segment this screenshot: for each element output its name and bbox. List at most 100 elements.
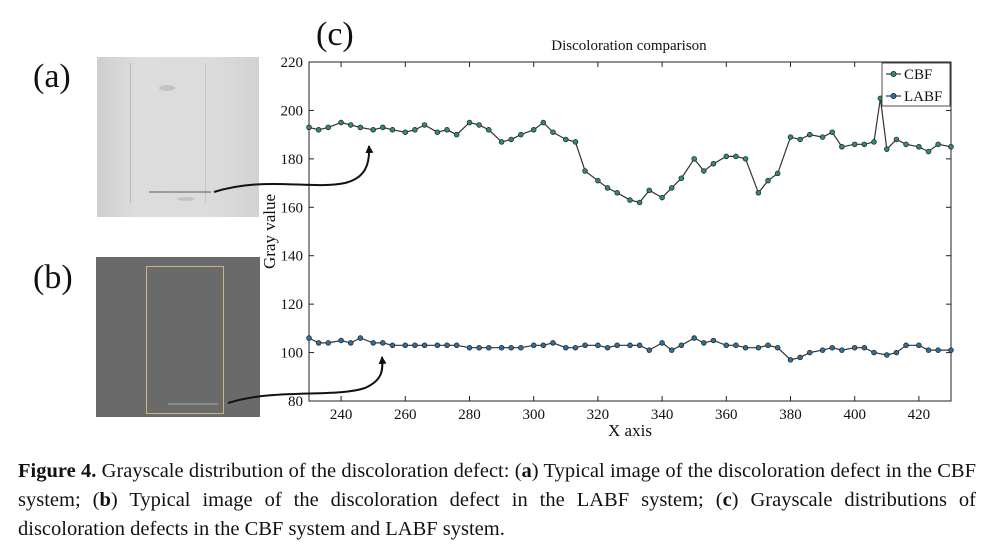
y-tick-label: 100 bbox=[281, 346, 304, 362]
legend-marker-cbf bbox=[890, 71, 897, 77]
data-point-labf bbox=[659, 340, 665, 346]
data-point-labf bbox=[646, 347, 653, 353]
data-point-labf bbox=[508, 344, 514, 351]
photo-frame-outline bbox=[146, 266, 224, 414]
data-point-labf bbox=[701, 340, 707, 346]
data-point-labf bbox=[614, 342, 620, 349]
data-point-labf bbox=[518, 344, 524, 351]
data-point-cbf bbox=[572, 139, 579, 145]
photo-smudge bbox=[177, 197, 195, 201]
y-tick-label: 220 bbox=[281, 55, 304, 71]
x-tick-label: 380 bbox=[779, 407, 802, 423]
data-point-cbf bbox=[540, 119, 547, 126]
y-tick-label: 120 bbox=[281, 297, 304, 313]
data-point-cbf bbox=[380, 124, 386, 131]
data-point-cbf bbox=[742, 156, 749, 162]
caption-text: ) Typical image of the discoloration def… bbox=[18, 460, 976, 511]
data-point-cbf bbox=[636, 199, 643, 206]
data-point-cbf bbox=[829, 129, 835, 135]
photo-smudge bbox=[159, 85, 175, 91]
photo-edge-line bbox=[130, 63, 131, 203]
x-axis-label: X axis bbox=[608, 421, 652, 440]
data-point-labf bbox=[498, 344, 505, 351]
chart-title: Discoloration comparison bbox=[551, 38, 707, 54]
data-point-cbf bbox=[659, 194, 665, 201]
data-point-cbf bbox=[476, 122, 482, 128]
data-point-labf bbox=[925, 347, 932, 353]
data-point-labf bbox=[582, 342, 588, 349]
data-point-labf bbox=[453, 342, 460, 349]
data-point-cbf bbox=[604, 185, 611, 191]
x-tick-label: 300 bbox=[522, 407, 545, 423]
data-point-cbf bbox=[678, 175, 685, 181]
data-point-cbf bbox=[306, 124, 312, 131]
data-point-cbf bbox=[948, 144, 954, 150]
data-point-cbf bbox=[871, 139, 877, 145]
panel-label-b: (b) bbox=[33, 259, 73, 296]
data-point-labf bbox=[884, 352, 890, 358]
data-point-labf bbox=[412, 342, 418, 349]
data-point-labf bbox=[829, 344, 835, 351]
data-point-cbf bbox=[370, 127, 376, 133]
data-point-labf bbox=[572, 344, 579, 351]
data-point-cbf bbox=[595, 177, 601, 184]
x-tick-label: 420 bbox=[908, 407, 931, 423]
data-point-labf bbox=[444, 342, 450, 349]
y-tick-label: 80 bbox=[288, 394, 303, 410]
data-point-cbf bbox=[710, 160, 717, 167]
data-point-cbf bbox=[627, 197, 633, 203]
callout-arrow-labf bbox=[227, 356, 387, 404]
data-point-labf bbox=[563, 344, 569, 351]
data-point-labf bbox=[861, 344, 868, 351]
discoloration-defect-mark bbox=[168, 403, 218, 405]
data-point-labf bbox=[678, 342, 685, 349]
data-point-cbf bbox=[453, 131, 460, 138]
legend-label-cbf: CBF bbox=[904, 67, 932, 83]
data-point-labf bbox=[530, 342, 537, 349]
data-point-cbf bbox=[357, 124, 364, 131]
data-point-labf bbox=[325, 340, 332, 346]
x-tick-label: 360 bbox=[715, 407, 738, 423]
data-point-cbf bbox=[421, 122, 428, 128]
data-point-labf bbox=[540, 342, 547, 349]
data-point-labf bbox=[935, 347, 941, 353]
data-point-cbf bbox=[347, 122, 354, 128]
x-tick-label: 240 bbox=[330, 407, 353, 423]
data-point-labf bbox=[819, 347, 826, 353]
data-point-cbf bbox=[530, 127, 537, 133]
x-tick-label: 280 bbox=[458, 407, 481, 423]
series-line-cbf bbox=[308, 98, 952, 204]
data-point-labf bbox=[807, 349, 813, 356]
data-point-labf bbox=[357, 335, 364, 341]
data-point-labf bbox=[839, 347, 845, 353]
data-point-cbf bbox=[723, 153, 730, 160]
data-point-cbf bbox=[325, 124, 332, 131]
data-point-labf bbox=[434, 342, 441, 349]
data-point-labf bbox=[338, 337, 344, 344]
data-point-cbf bbox=[668, 185, 675, 191]
data-point-labf bbox=[466, 344, 473, 351]
data-point-labf bbox=[476, 344, 482, 351]
data-point-cbf bbox=[861, 141, 868, 148]
data-point-labf bbox=[742, 344, 749, 351]
data-point-cbf bbox=[498, 139, 505, 145]
data-point-cbf bbox=[315, 127, 322, 133]
caption-text: ) Typical image of the discoloration def… bbox=[110, 489, 723, 511]
caption-figure-number: Figure 4. bbox=[18, 460, 97, 482]
data-point-cbf bbox=[787, 134, 794, 140]
caption-text: Grayscale distribution of the discolorat… bbox=[96, 460, 522, 482]
data-point-labf bbox=[402, 342, 409, 349]
photo-edge-line bbox=[205, 63, 206, 203]
data-point-labf bbox=[710, 337, 717, 344]
panel-label-c: (c) bbox=[316, 16, 354, 53]
y-axis-label: Gray value bbox=[260, 194, 279, 269]
y-tick-label: 140 bbox=[281, 249, 304, 265]
data-point-labf bbox=[903, 342, 909, 349]
x-tick-label: 260 bbox=[394, 407, 417, 423]
data-point-cbf bbox=[444, 127, 450, 133]
data-point-cbf bbox=[893, 136, 900, 143]
data-point-cbf bbox=[486, 127, 492, 133]
data-point-cbf bbox=[691, 156, 697, 162]
data-point-labf bbox=[871, 349, 877, 356]
data-point-labf bbox=[486, 344, 492, 351]
